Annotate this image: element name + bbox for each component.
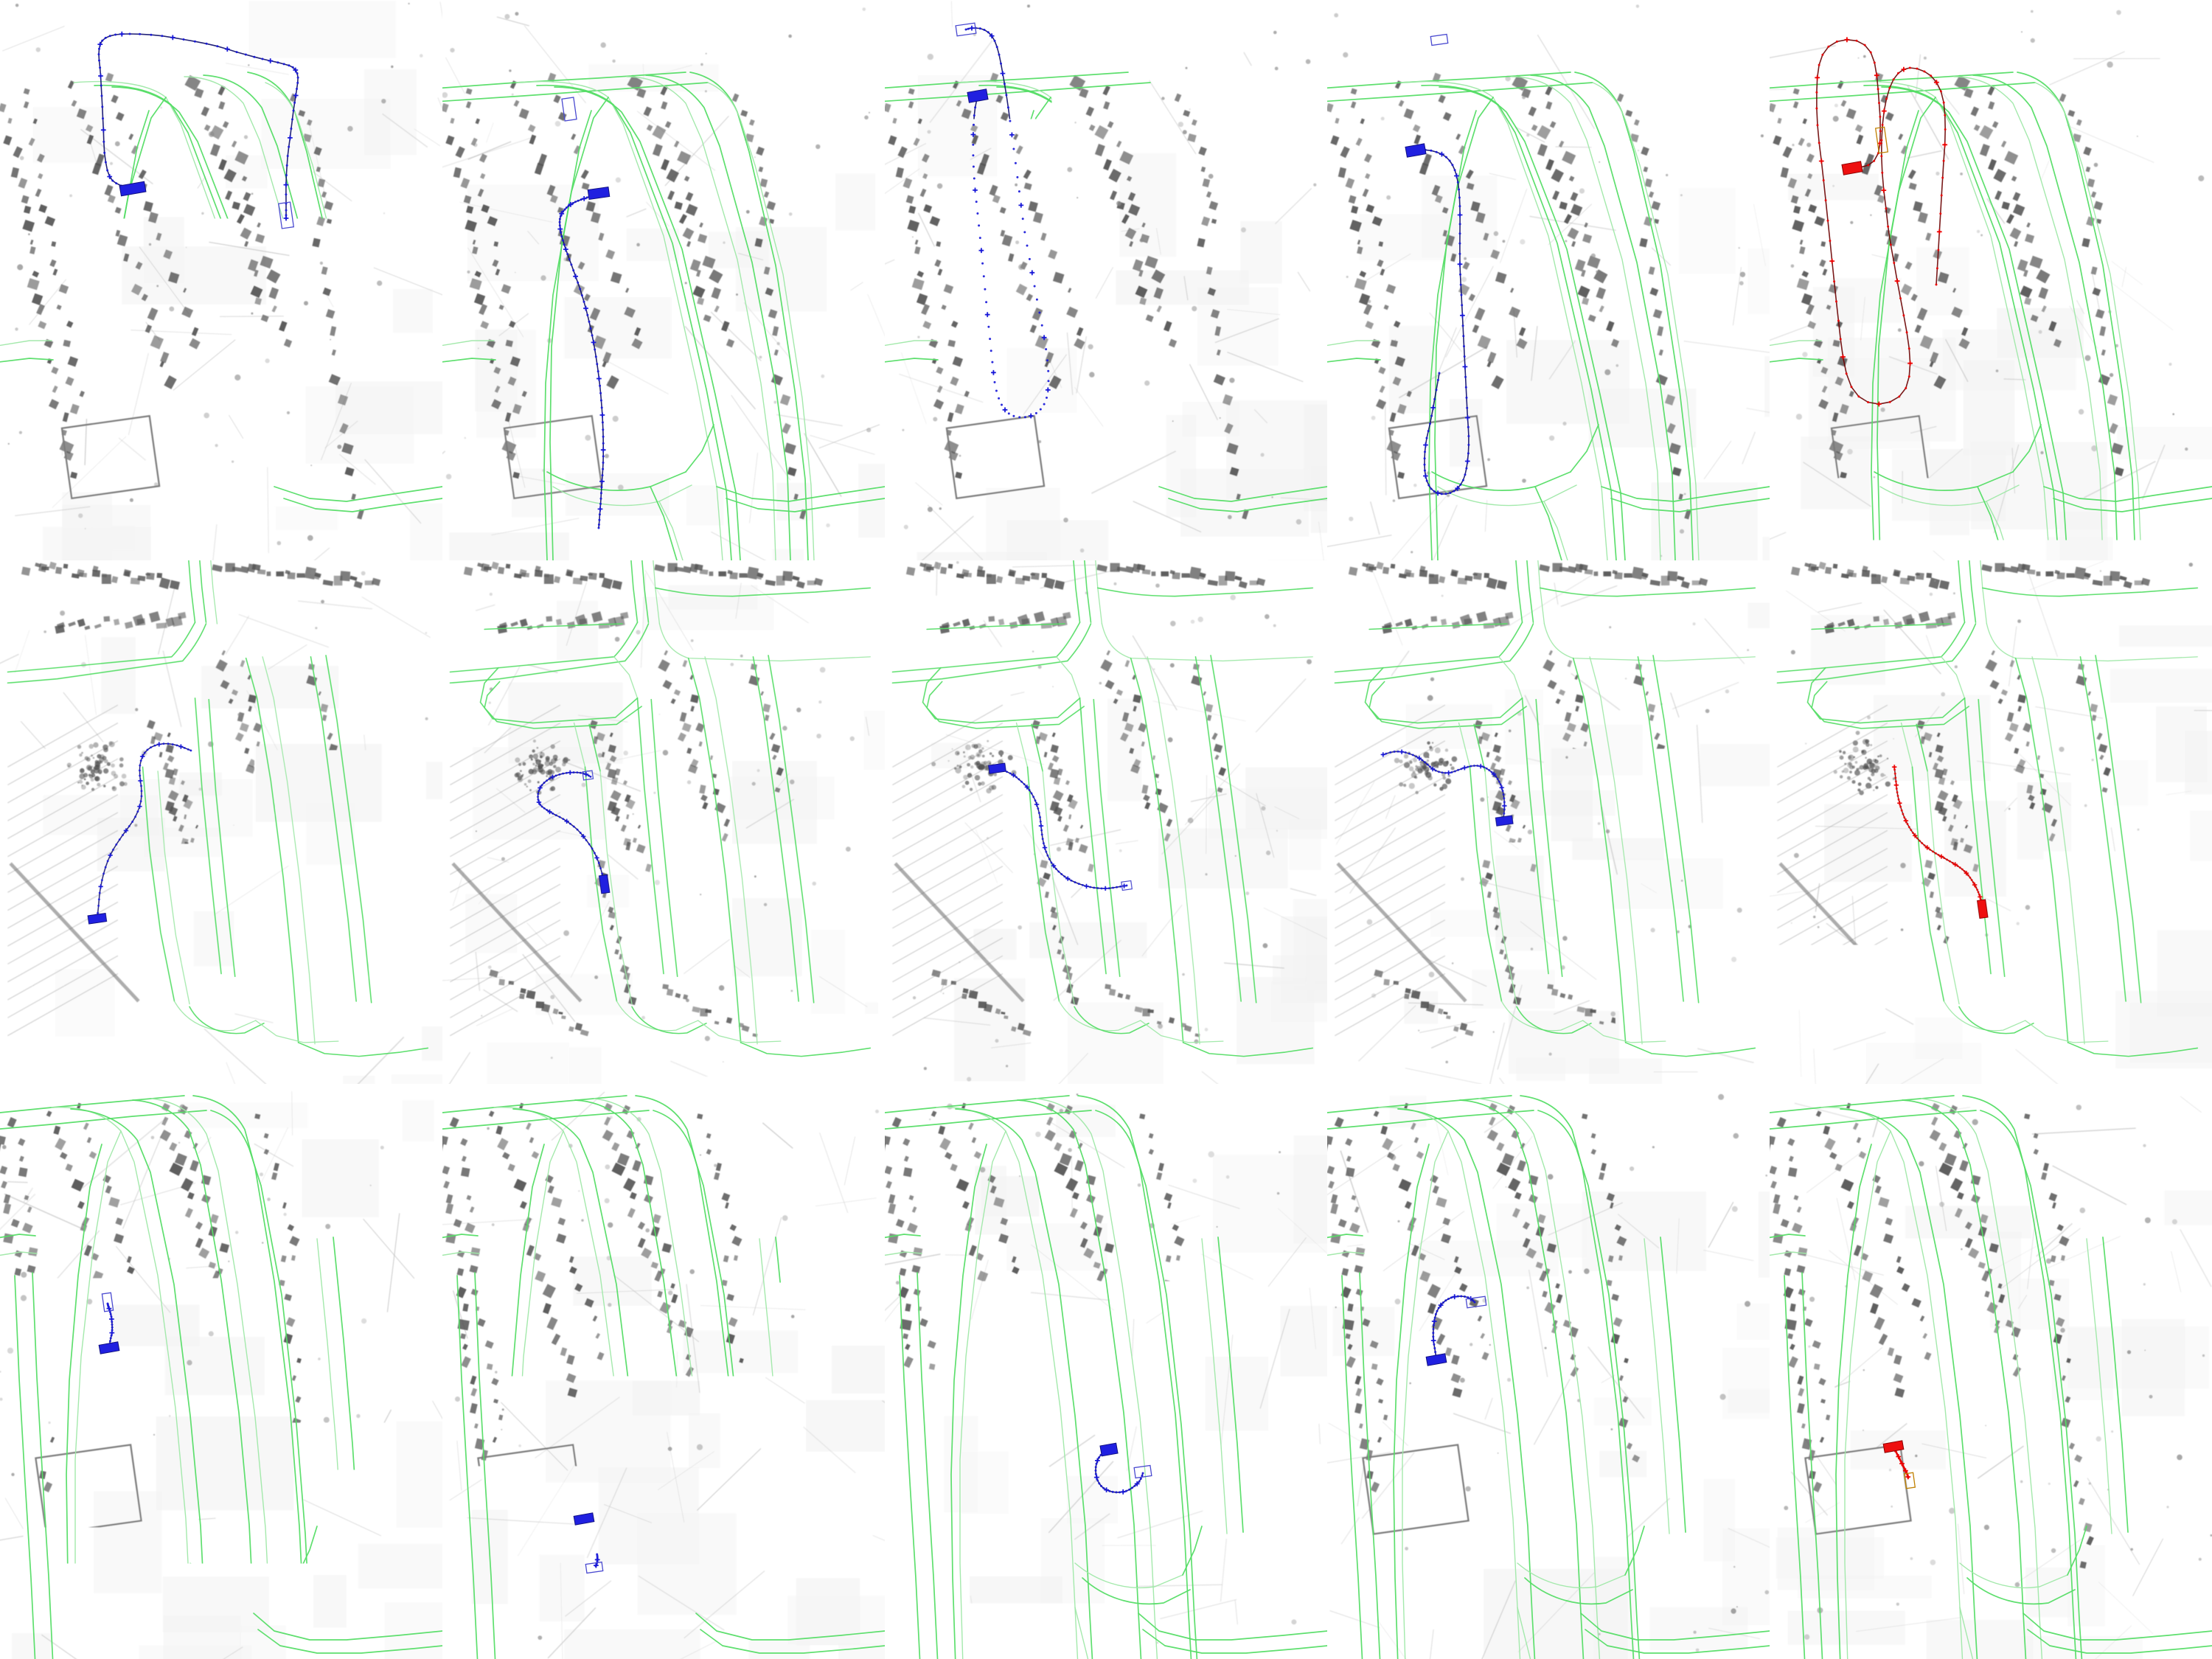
- map-panel-r3c4[interactable]: [1327, 1084, 1770, 1659]
- map-render-r3c4: [1327, 1084, 1770, 1659]
- map-render-r2c2: [442, 560, 885, 1084]
- map-render-r3c3: [885, 1084, 1327, 1659]
- map-panel-r2c1[interactable]: [0, 560, 442, 1084]
- map-panel-r3c2[interactable]: [442, 1084, 885, 1659]
- map-render-r3c5: [1770, 1084, 2212, 1659]
- map-panel-r1c1[interactable]: [0, 0, 442, 560]
- map-panel-r3c1[interactable]: [0, 1084, 442, 1659]
- map-panel-r1c5[interactable]: [1770, 0, 2212, 560]
- map-render-r3c1: [0, 1084, 442, 1659]
- map-render-r1c2: [442, 0, 885, 560]
- map-panel-r3c5[interactable]: [1770, 1084, 2212, 1659]
- map-render-r2c1: [0, 560, 442, 1084]
- map-panel-r1c4[interactable]: [1327, 0, 1770, 560]
- map-render-r1c4: [1327, 0, 1770, 560]
- map-panel-r1c3[interactable]: [885, 0, 1327, 560]
- panel-grid: [0, 0, 2212, 1659]
- map-panel-r2c3[interactable]: [885, 560, 1327, 1084]
- map-render-r3c2: [442, 1084, 885, 1659]
- map-panel-r2c2[interactable]: [442, 560, 885, 1084]
- map-render-r1c1: [0, 0, 442, 560]
- map-panel-r3c3[interactable]: [885, 1084, 1327, 1659]
- map-panel-r1c2[interactable]: [442, 0, 885, 560]
- map-panel-r2c5[interactable]: [1770, 560, 2212, 1084]
- map-render-r2c3: [885, 560, 1327, 1084]
- map-render-r2c5: [1770, 560, 2212, 1084]
- map-render-r2c4: [1327, 560, 1770, 1084]
- map-panel-r2c4[interactable]: [1327, 560, 1770, 1084]
- map-render-r1c3: [885, 0, 1327, 560]
- map-render-r1c5: [1770, 0, 2212, 560]
